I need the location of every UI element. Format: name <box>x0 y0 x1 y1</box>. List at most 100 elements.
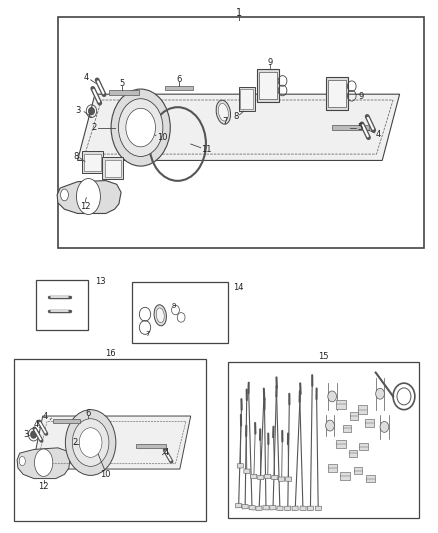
Bar <box>366 475 375 482</box>
Bar <box>340 472 350 480</box>
Ellipse shape <box>380 422 389 432</box>
Bar <box>354 467 362 474</box>
Bar <box>328 464 336 472</box>
Text: 1: 1 <box>236 8 242 18</box>
Bar <box>350 412 358 420</box>
Ellipse shape <box>216 100 230 124</box>
Ellipse shape <box>328 391 336 402</box>
Bar <box>105 160 121 177</box>
Text: 2: 2 <box>92 123 97 132</box>
Ellipse shape <box>72 419 109 466</box>
Text: 14: 14 <box>233 283 244 292</box>
Text: 2: 2 <box>73 438 78 447</box>
Bar <box>277 506 283 511</box>
Bar <box>82 151 103 173</box>
Circle shape <box>88 108 95 115</box>
Bar <box>286 477 292 481</box>
Text: 13: 13 <box>95 277 106 286</box>
Ellipse shape <box>65 410 116 475</box>
Text: 8: 8 <box>73 152 78 161</box>
Bar <box>251 474 257 479</box>
Text: 10: 10 <box>157 133 167 142</box>
Text: 10: 10 <box>101 470 111 479</box>
Bar <box>358 406 367 414</box>
Ellipse shape <box>79 428 102 457</box>
Bar <box>325 77 348 110</box>
Bar <box>279 477 285 481</box>
Bar <box>336 400 346 409</box>
Bar <box>36 280 88 330</box>
Polygon shape <box>78 94 399 160</box>
Bar <box>242 505 248 509</box>
Bar <box>349 450 357 457</box>
Bar <box>359 443 368 450</box>
Ellipse shape <box>325 420 334 431</box>
Bar <box>332 125 369 130</box>
Text: 15: 15 <box>318 352 328 361</box>
Bar <box>256 506 262 511</box>
Bar <box>228 362 419 519</box>
Bar <box>237 464 244 468</box>
Text: 5: 5 <box>120 79 125 88</box>
Text: 3: 3 <box>76 106 81 115</box>
Bar <box>244 469 250 473</box>
Bar <box>239 87 255 111</box>
Bar <box>258 475 264 480</box>
Ellipse shape <box>156 308 164 322</box>
Bar <box>58 17 424 248</box>
Text: 4: 4 <box>163 448 169 457</box>
Text: 12: 12 <box>39 482 49 491</box>
Circle shape <box>31 431 37 438</box>
Text: 4: 4 <box>42 412 48 421</box>
Ellipse shape <box>118 99 163 157</box>
Text: 4: 4 <box>376 130 381 139</box>
Bar <box>265 474 271 479</box>
Text: 16: 16 <box>105 350 116 359</box>
Ellipse shape <box>19 457 25 466</box>
Ellipse shape <box>376 389 385 399</box>
Bar <box>110 91 139 95</box>
Bar <box>336 440 346 448</box>
Bar <box>53 419 80 423</box>
Text: 6: 6 <box>86 409 91 418</box>
Bar <box>165 86 193 90</box>
Bar <box>263 506 269 510</box>
Bar <box>249 505 255 510</box>
Text: 11: 11 <box>201 146 212 155</box>
Text: 3: 3 <box>23 430 28 439</box>
Text: 9: 9 <box>171 303 176 309</box>
Bar <box>315 506 321 511</box>
Text: 8: 8 <box>234 112 239 122</box>
Polygon shape <box>32 416 191 469</box>
Bar <box>132 282 228 343</box>
Text: 9: 9 <box>359 92 364 101</box>
Text: 12: 12 <box>80 201 90 211</box>
Text: 7: 7 <box>223 117 228 126</box>
Text: 7: 7 <box>145 332 149 337</box>
Polygon shape <box>57 181 121 214</box>
Ellipse shape <box>60 189 68 201</box>
Bar <box>292 506 298 511</box>
Bar <box>136 444 166 448</box>
Bar <box>84 154 101 171</box>
Ellipse shape <box>126 108 155 147</box>
Bar <box>272 475 278 480</box>
Bar <box>102 157 123 179</box>
Bar <box>365 419 374 427</box>
Ellipse shape <box>77 179 100 214</box>
Text: 9: 9 <box>267 59 272 67</box>
Bar <box>307 506 314 511</box>
Text: 6: 6 <box>176 75 182 84</box>
Bar <box>328 80 346 108</box>
Bar <box>240 90 253 109</box>
Bar <box>257 69 279 102</box>
Ellipse shape <box>154 305 166 326</box>
Text: 5: 5 <box>357 123 362 132</box>
Bar <box>259 72 277 100</box>
Text: 4: 4 <box>84 73 89 82</box>
Bar <box>285 506 291 511</box>
Bar <box>270 505 276 510</box>
Text: 4: 4 <box>34 420 39 429</box>
Bar <box>235 503 242 508</box>
Ellipse shape <box>219 103 228 121</box>
